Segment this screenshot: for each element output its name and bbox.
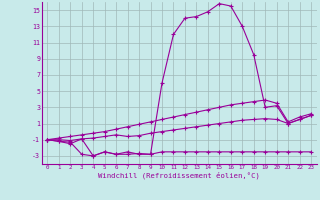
X-axis label: Windchill (Refroidissement éolien,°C): Windchill (Refroidissement éolien,°C): [98, 172, 260, 179]
